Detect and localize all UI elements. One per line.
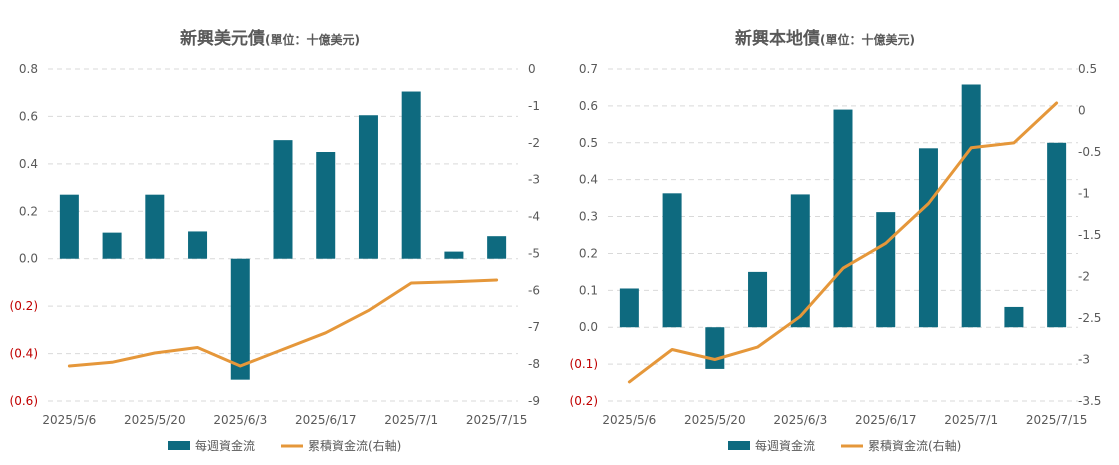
y-left-tick-label: 0.3	[579, 210, 598, 224]
chart-panel-1: 新興美元債(單位：十億美元) 0.8 0.6 0.4 0.2 0.0 (0.2) (0.4) (…	[10, 28, 540, 453]
y-left-tick-label: 0.6	[579, 99, 598, 113]
bar	[790, 194, 810, 328]
chart-title-unit: (單位：十億美元)	[820, 32, 915, 47]
y-right-tick-label: -1.5	[1078, 228, 1101, 242]
bar	[401, 91, 421, 259]
bar	[876, 212, 896, 328]
y-left-tick-label: (0.6)	[10, 394, 38, 408]
bar	[619, 288, 639, 328]
y-right-tick-label: 0	[528, 62, 536, 76]
bar	[145, 194, 165, 259]
x-tick-label: 2025/7/15	[466, 413, 528, 427]
y-left-tick-label: 0.6	[19, 109, 38, 123]
x-tick-label: 2025/6/17	[855, 413, 917, 427]
y-right-tick-label: -3	[528, 173, 540, 187]
y-left-tick-label: 0.8	[19, 62, 38, 76]
y-right-tick-label: -9	[528, 394, 540, 408]
chart-panel-2: 新興本地債(單位：十億美元) 0.7 0.6 0.5 0.4 0.3 0.2 0.1 0.0 (0…	[570, 28, 1102, 453]
legend-label-bar: 每週資金流	[195, 438, 255, 453]
y-right-tick-label: -1	[528, 99, 540, 113]
x-tick-label: 2025/7/15	[1026, 413, 1088, 427]
bar	[662, 193, 682, 328]
bar	[748, 271, 768, 328]
bar	[358, 115, 378, 259]
y-left-tick-label: 0.4	[19, 157, 38, 171]
x-tick-label: 2025/5/6	[42, 413, 96, 427]
bar	[316, 152, 336, 259]
series-line	[627, 101, 1059, 384]
bar	[705, 327, 725, 369]
bar	[1047, 142, 1067, 328]
y-right-tick-label: 0.5	[1078, 62, 1097, 76]
y-left-tick-label: (0.2)	[570, 394, 598, 408]
y-left-tick-label: 0.0	[579, 320, 598, 334]
y-right-tick-label: -2.5	[1078, 311, 1101, 325]
bar	[444, 251, 464, 259]
legend-label-bar: 每週資金流	[755, 438, 815, 453]
x-tick-label: 2025/5/6	[602, 413, 656, 427]
chart-title-main: 新興美元債	[180, 28, 265, 49]
series-line	[67, 278, 499, 368]
y-right-tick-label: 0	[1078, 104, 1086, 118]
x-tick-label: 2025/6/17	[295, 413, 357, 427]
y-left-tick-label: 0.0	[19, 252, 38, 266]
y-right-tick-label: -1	[1078, 187, 1090, 201]
y-left-tick-label: 0.2	[579, 246, 598, 260]
chart-title: 新興本地債(單位：十億美元)	[735, 28, 915, 49]
y-right-tick-label: -3.5	[1078, 394, 1101, 408]
y-right-tick-label: -4	[528, 210, 540, 224]
x-tick-label: 2025/7/1	[384, 413, 438, 427]
y-right-tick-label: -7	[528, 320, 540, 334]
y-right-tick-label: -8	[528, 357, 540, 371]
y-left-tick-label: (0.1)	[570, 357, 598, 371]
y-left-tick-label: 0.2	[19, 204, 38, 218]
legend-swatch-bar	[168, 441, 190, 450]
x-tick-label: 2025/6/3	[213, 413, 267, 427]
bar	[833, 109, 853, 328]
bar	[230, 258, 250, 380]
y-right-tick-label: -2	[528, 136, 540, 150]
legend-swatch-bar	[728, 441, 750, 450]
y-left-tick-label: 0.7	[579, 62, 598, 76]
legend-label-line: 累積資金流(右軸)	[308, 438, 401, 453]
x-tick-label: 2025/7/1	[944, 413, 998, 427]
chart-title-main: 新興本地債	[735, 28, 820, 49]
bar	[188, 231, 208, 259]
chart-title: 新興美元債(單位：十億美元)	[180, 28, 360, 49]
x-tick-label: 2025/5/20	[684, 413, 746, 427]
y-right-tick-label: -5	[528, 246, 540, 260]
y-left-tick-label: 0.1	[579, 283, 598, 297]
bar	[961, 84, 981, 328]
y-right-tick-label: -0.5	[1078, 145, 1101, 159]
bar	[487, 236, 507, 259]
chart-title-unit: (單位：十億美元)	[265, 32, 360, 47]
y-left-tick-label: (0.4)	[10, 347, 38, 361]
bar	[102, 232, 122, 259]
x-tick-label: 2025/6/3	[773, 413, 827, 427]
y-left-tick-label: (0.2)	[10, 299, 38, 313]
y-right-tick-label: -2	[1078, 270, 1090, 284]
bar	[273, 140, 293, 259]
bar	[918, 148, 938, 328]
x-tick-label: 2025/5/20	[124, 413, 186, 427]
bar	[59, 194, 79, 259]
legend-label-line: 累積資金流(右軸)	[868, 438, 961, 453]
y-right-tick-label: -6	[528, 283, 540, 297]
y-left-tick-label: 0.4	[579, 173, 598, 187]
y-left-tick-label: 0.5	[579, 136, 598, 150]
y-right-tick-label: -3	[1078, 353, 1090, 367]
bar	[1004, 306, 1024, 328]
